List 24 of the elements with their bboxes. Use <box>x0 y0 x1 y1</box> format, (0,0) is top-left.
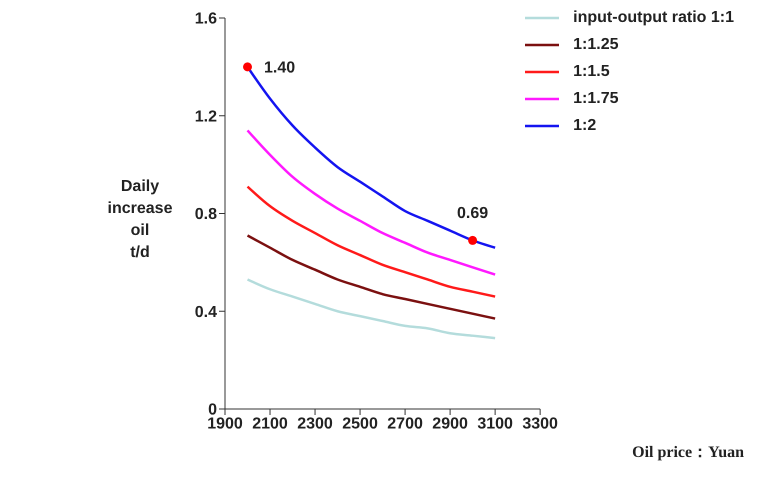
y-tick-label: 1.6 <box>194 10 218 28</box>
y-tick-label: 1.2 <box>194 108 218 126</box>
x-tick-label: 2500 <box>342 415 378 432</box>
legend-label: 1:1.75 <box>573 89 619 109</box>
legend-label: input-output ratio 1:1 <box>573 8 734 28</box>
x-tick-label: 2900 <box>432 415 468 432</box>
legend-label: 1:1.5 <box>573 62 610 82</box>
x-tick-label: 2100 <box>252 415 288 432</box>
x-tick-label: 3300 <box>522 415 558 432</box>
x-tick-label: 2300 <box>297 415 333 432</box>
line-series <box>246 129 496 276</box>
y-tick-label: 0.8 <box>194 206 218 224</box>
line-series <box>246 278 496 340</box>
y-tick-label: 0.4 <box>194 304 218 321</box>
legend-label: 1:2 <box>573 116 596 136</box>
line-series <box>246 185 496 298</box>
line-series <box>246 234 496 320</box>
y-axis-title: Daily increase oil t/d <box>106 177 174 263</box>
x-tick-label: 2700 <box>387 415 423 432</box>
legend-label: 1:1.25 <box>573 35 619 55</box>
annotation: 0.69 <box>457 204 488 222</box>
x-tick-label: 3100 <box>477 415 514 432</box>
annotation: 1.40 <box>264 60 296 77</box>
x-axis-title: Oil price：Yuan <box>632 443 744 463</box>
